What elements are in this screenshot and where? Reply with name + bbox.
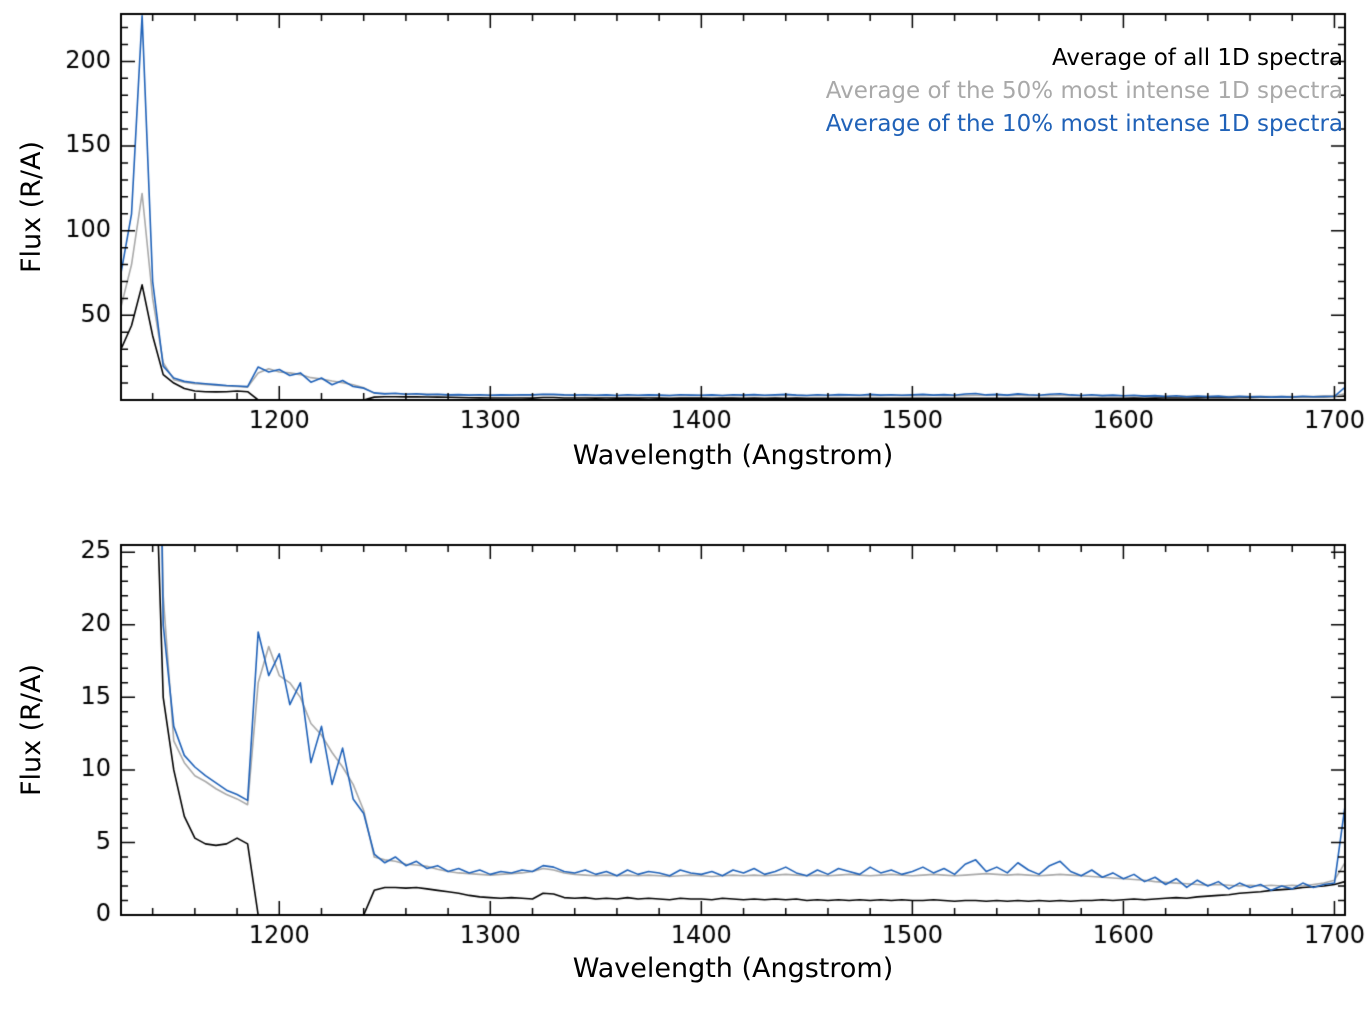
x-axis-label: Wavelength (Angstrom) bbox=[572, 953, 894, 984]
legend-item-10-percent-most-intense: Average of the 10% most intense 1D spect… bbox=[825, 111, 1343, 137]
top-panel: Flux (R/A) Wavelength (Angstrom) Average… bbox=[0, 0, 1365, 505]
x-axis-label: Wavelength (Angstrom) bbox=[572, 440, 894, 471]
y-axis-label: Flux (R/A) bbox=[16, 140, 47, 274]
full-range-spectrum-plot-canvas bbox=[0, 0, 1365, 505]
zoomed-spectrum-plot-canvas bbox=[0, 505, 1365, 1019]
bottom-panel: Flux (R/A) Wavelength (Angstrom) bbox=[0, 505, 1365, 1019]
y-axis-label: Flux (R/A) bbox=[16, 663, 47, 797]
legend: Average of all 1D spectra Average of the… bbox=[826, 42, 1343, 141]
legend-item-50-percent-most-intense: Average of the 50% most intense 1D spect… bbox=[825, 78, 1343, 104]
legend-item-all-spectra: Average of all 1D spectra bbox=[1051, 45, 1343, 71]
